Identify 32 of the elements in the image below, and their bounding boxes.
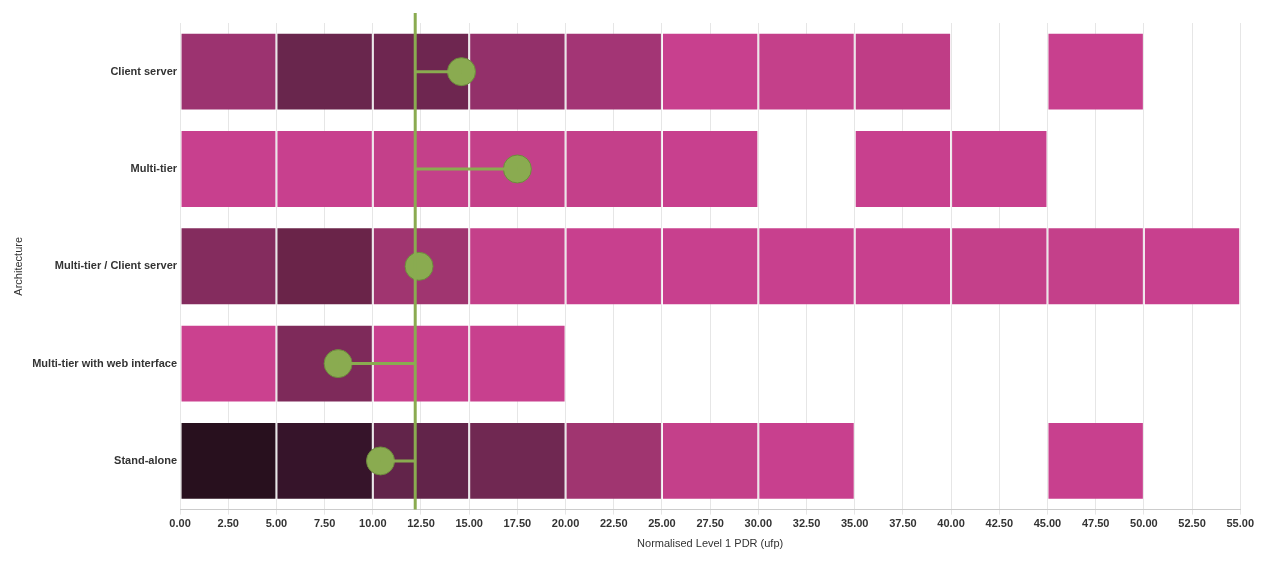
x-tick-label: 10.00 bbox=[359, 517, 387, 530]
y-tick-label: Multi-tier / Client server bbox=[54, 259, 178, 272]
x-tick-label: 40.00 bbox=[937, 517, 965, 530]
x-tick-label: 2.50 bbox=[217, 517, 239, 530]
x-tick-label: 50.00 bbox=[1130, 517, 1158, 530]
x-tick-label: 30.00 bbox=[744, 517, 773, 530]
x-axis-title: Normalised Level 1 PDR (ufp) bbox=[637, 537, 784, 550]
y-tick-label: Stand-alone bbox=[114, 453, 178, 466]
x-tick-label: 0.00 bbox=[169, 517, 191, 530]
x-tick-label: 20.00 bbox=[551, 517, 580, 530]
x-tick-label: 52.50 bbox=[1178, 517, 1206, 530]
y-tick-label: Multi-tier bbox=[130, 162, 178, 175]
x-tick-label: 25.00 bbox=[648, 517, 676, 530]
x-tick-label: 37.50 bbox=[889, 517, 917, 530]
y-tick-label: Multi-tier with web interface bbox=[32, 356, 178, 369]
point bbox=[366, 446, 396, 476]
x-tick-label: 17.50 bbox=[503, 517, 532, 530]
x-tick-label: 12.50 bbox=[407, 517, 435, 530]
x-tick-label: 47.50 bbox=[1081, 517, 1110, 530]
x-tick-label: 42.50 bbox=[985, 517, 1014, 530]
x-tick-label: 22.50 bbox=[600, 517, 628, 530]
y-tick-label: Client server bbox=[110, 64, 178, 77]
y-axis-title: Architecture bbox=[11, 236, 24, 296]
x-tick-label: 35.00 bbox=[840, 517, 869, 530]
point bbox=[446, 57, 476, 87]
x-tick-label: 55.00 bbox=[1226, 517, 1254, 530]
x-tick-label: 45.00 bbox=[1033, 517, 1062, 530]
x-tick-label: 32.50 bbox=[792, 517, 821, 530]
x-tick-label: 27.50 bbox=[696, 517, 724, 530]
x-tick-label: 7.50 bbox=[313, 517, 336, 530]
x-tick-label: 5.00 bbox=[265, 517, 288, 530]
x-tick-label: 15.00 bbox=[455, 517, 483, 530]
